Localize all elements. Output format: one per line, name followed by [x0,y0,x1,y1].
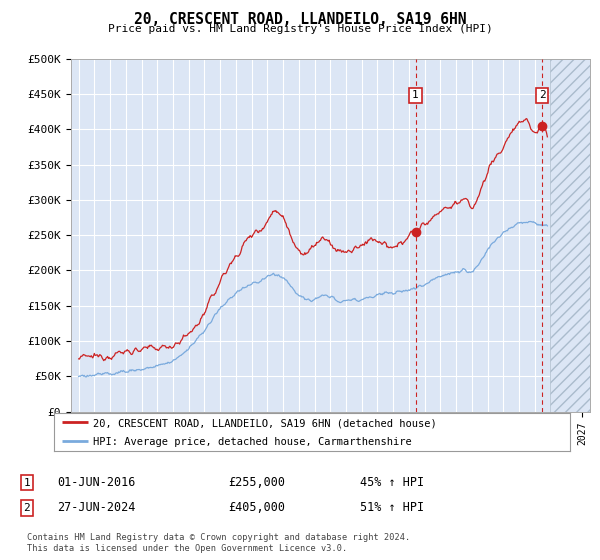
Text: 20, CRESCENT ROAD, LLANDEILO, SA19 6HN (detached house): 20, CRESCENT ROAD, LLANDEILO, SA19 6HN (… [92,418,436,428]
Text: 1: 1 [23,478,31,488]
Text: 27-JUN-2024: 27-JUN-2024 [57,501,136,515]
Text: 20, CRESCENT ROAD, LLANDEILO, SA19 6HN: 20, CRESCENT ROAD, LLANDEILO, SA19 6HN [134,12,466,27]
Text: 01-JUN-2016: 01-JUN-2016 [57,476,136,489]
Text: 2: 2 [539,91,545,100]
Text: 45% ↑ HPI: 45% ↑ HPI [360,476,424,489]
Text: £255,000: £255,000 [228,476,285,489]
Text: HPI: Average price, detached house, Carmarthenshire: HPI: Average price, detached house, Carm… [92,437,412,447]
Text: Price paid vs. HM Land Registry's House Price Index (HPI): Price paid vs. HM Land Registry's House … [107,24,493,34]
Text: Contains HM Land Registry data © Crown copyright and database right 2024.
This d: Contains HM Land Registry data © Crown c… [27,533,410,553]
Text: 51% ↑ HPI: 51% ↑ HPI [360,501,424,515]
Text: 1: 1 [412,91,419,100]
Text: £405,000: £405,000 [228,501,285,515]
Text: 2: 2 [23,503,31,513]
Bar [550,59,590,412]
